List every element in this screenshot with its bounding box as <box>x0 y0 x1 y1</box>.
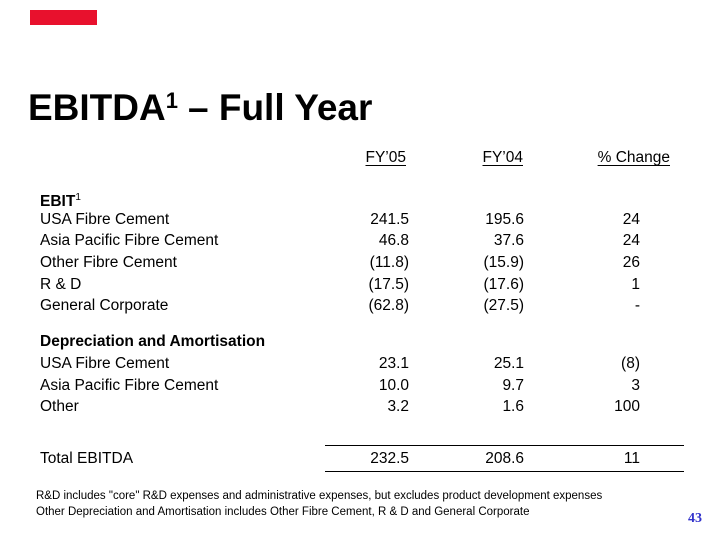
table-row: USA Fibre Cement 23.1 25.1 (8) <box>40 353 672 375</box>
column-header-fy05: FY’05 <box>365 149 407 166</box>
row-label: Asia Pacific Fibre Cement <box>40 232 219 250</box>
value-fy05: 23.1 <box>378 354 409 372</box>
ebit-superscript: 1 <box>75 192 81 203</box>
value-fy04: 195.6 <box>485 210 524 228</box>
value-fy05: (17.5) <box>368 275 410 293</box>
value-fy04: 9.7 <box>502 376 524 394</box>
value-change: 24 <box>622 232 640 250</box>
row-label: USA Fibre Cement <box>40 354 170 372</box>
row-label: Asia Pacific Fibre Cement <box>40 376 219 394</box>
page-number: 43 <box>688 511 702 526</box>
row-label: R & D <box>40 275 82 293</box>
value-change: - <box>634 297 640 315</box>
table-row: Other Fibre Cement (11.8) (15.9) 26 <box>40 252 672 274</box>
total-label: Total EBITDA <box>40 449 134 467</box>
total-fy04: 208.6 <box>485 449 524 467</box>
brand-accent-bar <box>30 10 97 25</box>
total-row: Total EBITDA 232.5 208.6 11 <box>40 445 672 472</box>
table-row: Asia Pacific Fibre Cement 10.0 9.7 3 <box>40 375 672 397</box>
total-rule-top <box>325 444 684 446</box>
footnote-line-1: R&D includes "core" R&D expenses and adm… <box>36 490 603 502</box>
value-fy05: (62.8) <box>368 297 410 315</box>
column-header-fy04: FY’04 <box>482 149 524 166</box>
total-row-block: Total EBITDA 232.5 208.6 11 <box>40 444 684 472</box>
table-row: General Corporate (62.8) (27.5) - <box>40 295 672 317</box>
value-fy05: 46.8 <box>378 232 409 250</box>
row-label: Other <box>40 398 79 416</box>
row-label: General Corporate <box>40 297 169 315</box>
table-row: USA Fibre Cement 241.5 195.6 24 <box>40 209 672 231</box>
total-rule-bottom <box>325 470 684 472</box>
value-fy04: 1.6 <box>502 398 524 416</box>
value-change: 3 <box>631 376 640 394</box>
row-label: Other Fibre Cement <box>40 254 177 272</box>
section-header-row: EBIT1 <box>40 187 672 210</box>
total-change: 11 <box>623 449 640 467</box>
value-fy04: (27.5) <box>483 297 525 315</box>
value-change: 1 <box>631 275 640 293</box>
value-fy04: (15.9) <box>483 254 525 272</box>
value-change: 26 <box>622 254 640 272</box>
section-header-ebit: EBIT1 <box>40 192 81 210</box>
value-fy05: 241.5 <box>370 210 409 228</box>
footnote-line-2: Other Depreciation and Amortisation incl… <box>36 506 530 518</box>
section-header-row: Depreciation and Amortisation <box>40 331 672 353</box>
title-superscript: 1 <box>165 88 178 113</box>
table-row: Asia Pacific Fibre Cement 46.8 37.6 24 <box>40 230 672 252</box>
value-fy04: 37.6 <box>493 232 524 250</box>
column-header-change: % Change <box>597 149 670 166</box>
value-change: 24 <box>622 210 640 228</box>
table-row: R & D (17.5) (17.6) 1 <box>40 274 672 296</box>
column-header-spacer <box>40 146 330 170</box>
value-fy04: 25.1 <box>493 354 524 372</box>
section-ebit: EBIT1 USA Fibre Cement 241.5 195.6 24 As… <box>40 187 672 317</box>
value-change: 100 <box>614 398 640 416</box>
section-header-depreciation: Depreciation and Amortisation <box>40 333 266 351</box>
total-fy05: 232.5 <box>370 449 409 467</box>
row-label: USA Fibre Cement <box>40 210 170 228</box>
value-fy04: (17.6) <box>483 275 525 293</box>
value-fy05: 3.2 <box>387 398 409 416</box>
title-word: EBITDA <box>28 87 166 128</box>
section-depreciation-amortisation: Depreciation and Amortisation USA Fibre … <box>40 331 672 418</box>
financial-table: FY’05 FY’04 % Change EBIT1 USA Fibre Cem… <box>40 146 684 472</box>
value-change: (8) <box>621 354 640 372</box>
value-fy05: 10.0 <box>378 376 409 394</box>
title-rest: – Full Year <box>187 87 373 128</box>
value-fy05: (11.8) <box>369 254 409 272</box>
table-row: Other 3.2 1.6 100 <box>40 396 672 418</box>
page-title: EBITDA1 – Full Year <box>28 82 372 127</box>
column-header-row: FY’05 FY’04 % Change <box>40 146 672 170</box>
footnotes: R&D includes "core" R&D expenses and adm… <box>36 488 602 520</box>
